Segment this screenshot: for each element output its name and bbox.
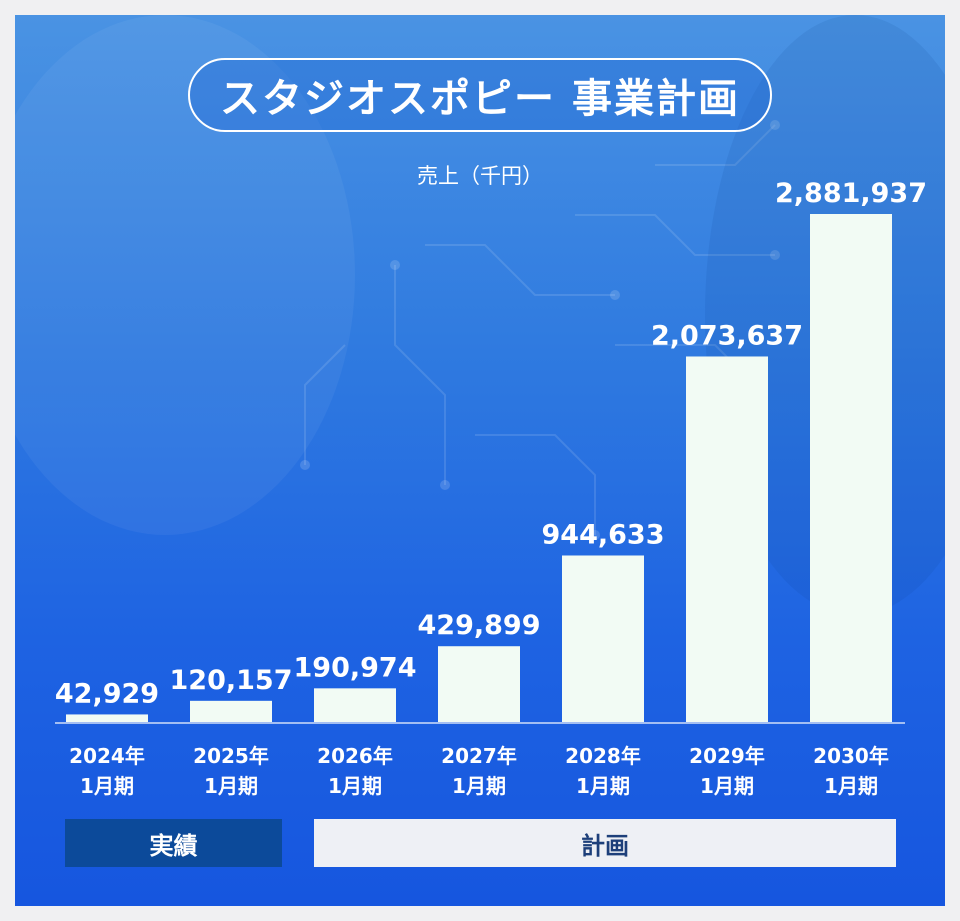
x-tick-label: 2024年 1月期	[52, 741, 162, 801]
x-tick-label-year: 2027年	[441, 744, 517, 768]
x-tick-label: 2030年 1月期	[796, 741, 906, 801]
bar-value-label: 120,157	[170, 665, 293, 696]
x-tick-label-period: 1月期	[204, 774, 258, 798]
bar	[438, 646, 520, 722]
x-tick-label-period: 1月期	[328, 774, 382, 798]
bar-value-label: 2,881,937	[775, 178, 927, 209]
x-tick-label-period: 1月期	[824, 774, 878, 798]
chart-panel: スタジオスポピー 事業計画 売上（千円） 42,929 120,157 190,97…	[15, 15, 945, 906]
bar-value-label: 2,073,637	[651, 320, 803, 351]
plan-segment: 計画	[314, 819, 896, 867]
bar-value-label: 944,633	[542, 519, 665, 550]
x-tick-label-year: 2030年	[813, 744, 889, 768]
x-tick-label: 2027年 1月期	[424, 741, 534, 801]
x-tick-label-year: 2026年	[317, 744, 393, 768]
x-tick-label-period: 1月期	[80, 774, 134, 798]
bar	[190, 700, 272, 722]
x-tick-label-year: 2024年	[69, 744, 145, 768]
x-tick-label: 2026年 1月期	[300, 741, 410, 801]
x-tick-label-period: 1月期	[576, 774, 630, 798]
x-tick-label-period: 1月期	[452, 774, 506, 798]
y-axis-unit-label: 売上（千円）	[417, 164, 543, 188]
x-tick-label-year: 2029年	[689, 744, 765, 768]
bar	[66, 714, 148, 722]
x-tick-label-year: 2028年	[565, 744, 641, 768]
actual-results-segment: 実績	[65, 819, 282, 867]
bar	[810, 214, 892, 722]
x-tick-label: 2029年 1月期	[672, 741, 782, 801]
x-tick-label: 2025年 1月期	[176, 741, 286, 801]
bar-value-label: 42,929	[55, 678, 159, 709]
chart-title: スタジオスポピー 事業計画	[188, 58, 772, 132]
x-tick-label-period: 1月期	[700, 774, 754, 798]
bar-value-label: 429,899	[418, 610, 541, 641]
bar-value-label: 190,974	[294, 652, 417, 683]
bar	[562, 555, 644, 722]
bar	[686, 356, 768, 722]
x-tick-label: 2028年 1月期	[548, 741, 658, 801]
x-tick-label-year: 2025年	[193, 744, 269, 768]
bar	[314, 688, 396, 722]
